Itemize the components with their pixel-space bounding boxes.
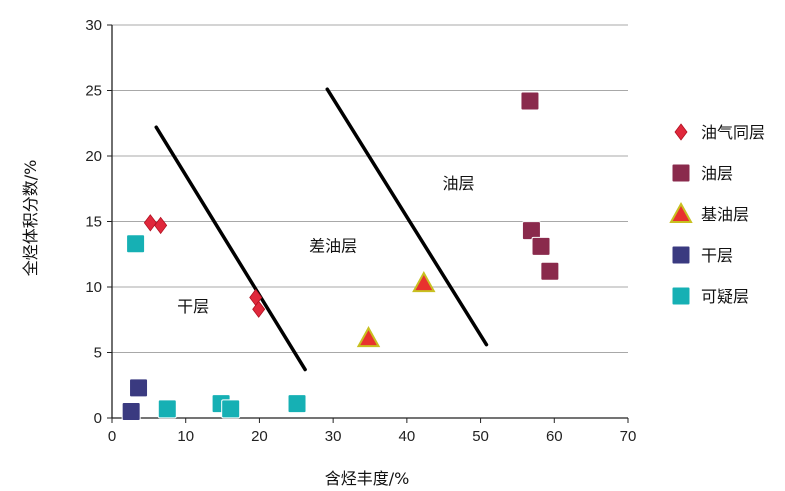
x-tick-label: 30 [325, 428, 342, 445]
legend-marker [669, 201, 693, 223]
x-tick-label: 50 [472, 428, 489, 445]
y-tick-label: 15 [85, 214, 102, 231]
y-tick-label: 0 [94, 410, 102, 427]
point-s4-0 [126, 234, 146, 254]
x-tick-label: 0 [108, 428, 116, 445]
axes [107, 24, 629, 423]
y-tick-label: 20 [85, 148, 102, 165]
point-s3-0 [121, 401, 141, 421]
y-tick-label: 30 [85, 17, 102, 34]
legend-label: 可疑层 [701, 287, 749, 306]
legend-label: 基油层 [701, 205, 749, 224]
x-axis-label: 含烃丰度/% [325, 469, 410, 488]
point-s1-2 [531, 236, 551, 256]
legend-item-2: 油层 [671, 163, 733, 183]
point-s3-1 [129, 378, 149, 398]
point-s4-3 [221, 399, 241, 419]
y-tick-label: 10 [85, 279, 102, 296]
data-points [121, 91, 560, 421]
boundary-line-2 [325, 87, 489, 347]
legend-label: 油层 [701, 164, 733, 183]
point-s1-3 [540, 261, 560, 281]
tick-labels: 0 10 20 30 40 50 60 70 0 5 10 15 20 25 30 [85, 17, 636, 445]
legend-item-4: 干层 [671, 245, 733, 265]
legend-label: 干层 [701, 246, 733, 265]
point-s1-1 [521, 221, 541, 241]
point-s0-3 [252, 300, 266, 318]
point-s2-0 [356, 326, 381, 348]
y-tick-label: 25 [85, 83, 102, 100]
legend-marker [671, 286, 691, 306]
x-tick-label: 60 [546, 428, 563, 445]
legend-marker [671, 245, 691, 265]
point-s4-1 [157, 399, 177, 419]
legend-item-5: 可疑层 [671, 286, 749, 306]
region-label-1: 干层 [177, 297, 209, 316]
boundary-lines [154, 87, 489, 372]
region-label-2: 差油层 [309, 237, 357, 256]
boundary-line-1 [154, 125, 307, 372]
x-tick-label: 40 [399, 428, 416, 445]
y-tick-label: 5 [94, 345, 102, 362]
region-label-3: 油层 [442, 174, 474, 193]
x-tick-label: 10 [177, 428, 194, 445]
point-s0-0 [143, 214, 157, 232]
point-s2-1 [412, 271, 436, 293]
x-tick-label: 70 [620, 428, 637, 445]
legend-marker [671, 163, 691, 183]
point-s4-4 [287, 394, 307, 414]
legend-item-1: 油气同层 [674, 123, 765, 142]
x-tick-label: 20 [251, 428, 268, 445]
legend-label: 油气同层 [701, 123, 765, 142]
legend-item-3: 基油层 [669, 201, 749, 224]
point-s1-0 [520, 91, 540, 111]
y-axis-label: 全烃体积分数/% [21, 160, 40, 277]
point-s0-1 [154, 216, 168, 235]
region-labels: 干层 差油层 油层 [177, 174, 474, 316]
grid-lines [112, 24, 628, 353]
legend-marker [674, 123, 688, 141]
